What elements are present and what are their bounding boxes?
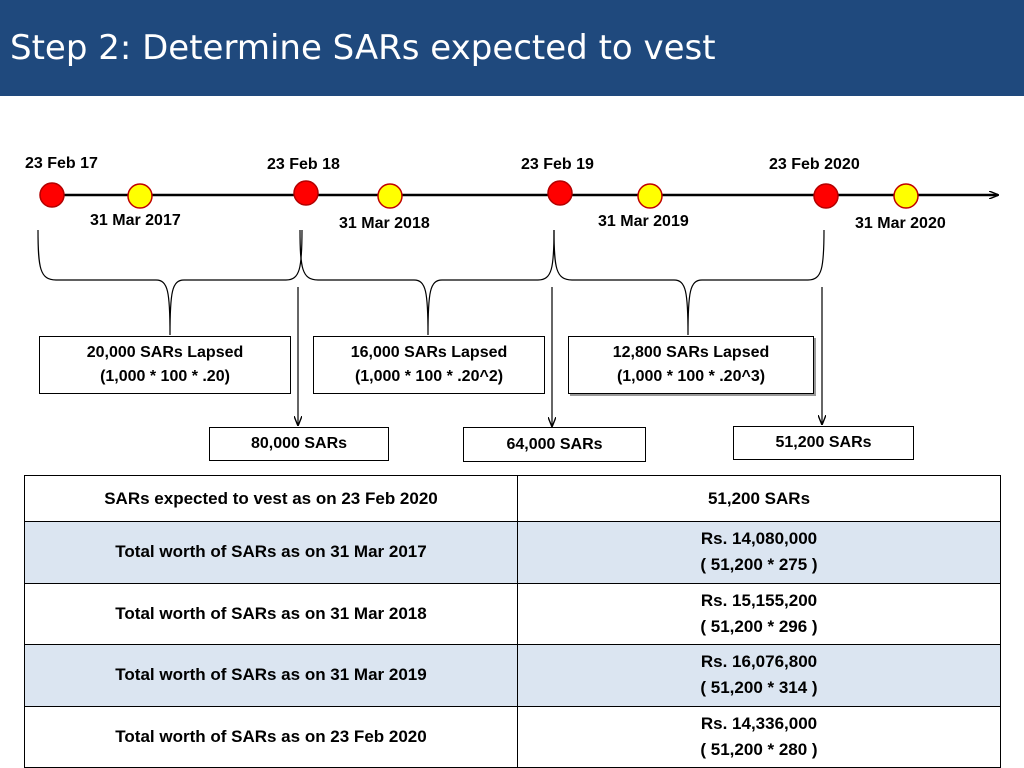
period-brace [553,229,825,336]
lapsed-box: 20,000 SARs Lapsed (1,000 * 100 * .20) [39,336,291,394]
row-value-main: Rs. 14,336,000 [700,713,818,733]
lapsed-formula: (1,000 * 100 * .20) [100,368,230,385]
row-value-formula: ( 51,200 * 296 ) [700,616,818,636]
lapsed-count: 16,000 SARs Lapsed [350,344,508,361]
period-brace [299,229,555,336]
row-value-formula: ( 51,200 * 314 ) [700,678,818,698]
grant-date-label: 23 Feb 19 [521,156,594,173]
year-end-dot [127,183,153,209]
grant-date-label: 23 Feb 17 [25,155,98,172]
year-end-label: 31 Mar 2017 [90,212,181,229]
year-end-label: 31 Mar 2019 [598,213,689,227]
row-value: Rs. 16,076,800 ( 51,200 * 314 ) [517,644,1001,707]
lapsed-count: 20,000 SARs Lapsed [86,344,244,361]
lapsed-box: 12,800 SARs Lapsed (1,000 * 100 * .20^3) [568,336,814,394]
table-row: Total worth of SARs as on 31 Mar 2017 Rs… [24,521,1001,584]
year-end-label: 31 Mar 2018 [339,215,430,232]
row-value-formula: ( 51,200 * 275 ) [700,555,818,575]
row-value-main: Rs. 15,155,200 [700,590,818,610]
lapsed-box: 16,000 SARs Lapsed (1,000 * 100 * .20^2) [313,336,545,394]
period-brace [37,229,303,336]
table-row: Total worth of SARs as on 31 Mar 2019 Rs… [24,644,1001,707]
row-label: Total worth of SARs as on 31 Mar 2018 [24,582,518,645]
row-value: Rs. 15,155,200 ( 51,200 * 296 ) [517,582,1001,645]
remaining-sars-box: 80,000 SARs [209,427,389,461]
lapsed-formula: (1,000 * 100 * .20^2) [354,368,504,385]
grant-dot [293,180,319,206]
timeline-diagram [37,180,1024,470]
grant-dot [39,182,65,208]
grant-dot [813,183,839,209]
grant-date-label: 23 Feb 2020 [769,156,860,173]
lapsed-count: 12,800 SARs Lapsed [612,344,770,361]
year-end-dot [377,183,403,209]
row-value: Rs. 14,080,000 ( 51,200 * 275 ) [517,521,1001,584]
year-end-dot [893,183,919,209]
slide-header: Step 2: Determine SARs expected to vest [0,0,1024,96]
row-value-main: 51,200 SARs [707,488,811,508]
remaining-sars-value: 80,000 SARs [250,435,348,452]
row-label: Total worth of SARs as on 31 Mar 2019 [24,644,518,707]
year-end-label: 31 Mar 2020 [855,215,946,232]
lapsed-formula: (1,000 * 100 * .20^3) [616,368,766,385]
row-label: Total worth of SARs as on 31 Mar 2017 [24,521,518,584]
table-row: SARs expected to vest as on 23 Feb 2020 … [24,475,1001,522]
remaining-sars-value: 64,000 SARs [506,435,603,453]
row-value-formula: ( 51,200 * 280 ) [700,739,818,759]
row-label: SARs expected to vest as on 23 Feb 2020 [24,475,518,522]
grant-dot [547,180,573,206]
row-label: Total worth of SARs as on 23 Feb 2020 [24,705,518,768]
slide-title: Step 2: Determine SARs expected to vest [10,28,716,68]
table-row: Total worth of SARs as on 31 Mar 2018 Rs… [24,582,1001,645]
sars-worth-table: SARs expected to vest as on 23 Feb 2020 … [24,475,1001,768]
remaining-sars-box: 51,200 SARs [733,426,914,460]
table-row: Total worth of SARs as on 23 Feb 2020 Rs… [24,705,1001,768]
row-value: Rs. 14,336,000 ( 51,200 * 280 ) [517,705,1001,768]
year-end-dot [637,183,663,209]
row-value-main: Rs. 16,076,800 [700,652,818,672]
row-value: 51,200 SARs [517,475,1001,522]
remaining-sars-value: 51,200 SARs [775,434,872,451]
grant-date-label: 23 Feb 18 [267,156,340,173]
row-value-main: Rs. 14,080,000 [700,529,818,549]
remaining-sars-box: 64,000 SARs [463,427,646,462]
